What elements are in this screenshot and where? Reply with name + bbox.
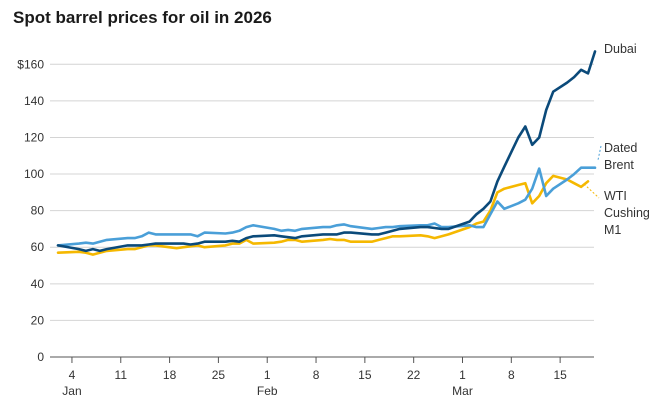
- label-connector: [583, 183, 600, 199]
- x-tick-label: 1: [459, 368, 466, 382]
- series-label: Dated: [604, 141, 637, 155]
- series-line: [56, 166, 597, 247]
- series-label: WTI: [604, 189, 627, 203]
- x-month-label: Mar: [452, 384, 473, 398]
- y-tick-label: 60: [31, 240, 45, 254]
- x-tick-label: 18: [163, 368, 177, 382]
- gridlines: [50, 63, 594, 358]
- series-line: [56, 174, 590, 256]
- chart-title: Spot barrel prices for oil in 2026: [13, 8, 272, 27]
- x-tick-label: 25: [212, 368, 226, 382]
- x-tick-label: 15: [358, 368, 372, 382]
- series-label: Dubai: [604, 42, 637, 56]
- x-tick-label: 8: [313, 368, 320, 382]
- x-tick-label: 22: [407, 368, 421, 382]
- y-tick-label: 20: [31, 313, 45, 327]
- x-month-label: Feb: [257, 384, 278, 398]
- series-label: M1: [604, 223, 621, 237]
- y-tick-label: 80: [31, 204, 45, 218]
- y-tick-label: 140: [24, 94, 44, 108]
- x-tick-label: 11: [115, 368, 128, 382]
- series-label: Cushing: [604, 206, 650, 220]
- y-axis-ticks: 0 20 40 60 80 100 120 140 $160: [17, 57, 44, 364]
- series-label: Brent: [604, 158, 634, 172]
- x-tick-label: 4: [69, 368, 76, 382]
- y-tick-label: 100: [24, 167, 44, 181]
- y-tick-label: $160: [17, 57, 44, 71]
- y-tick-label: 120: [24, 130, 44, 144]
- x-tick-label: 15: [553, 368, 567, 382]
- y-tick-label: 40: [31, 277, 45, 291]
- x-tick-label: 1: [264, 368, 271, 382]
- y-tick-label: 0: [37, 350, 44, 364]
- x-axis: 4 Jan 11 18 25 1 Feb 8 15 22 1 Mar 8 15: [62, 357, 567, 398]
- series-lines: [56, 50, 597, 256]
- series-labels: Dubai Dated Brent WTI Cushing M1: [583, 42, 650, 237]
- label-connector: [597, 145, 602, 161]
- series-line: [56, 50, 597, 253]
- x-tick-label: 8: [508, 368, 515, 382]
- x-month-label: Jan: [62, 384, 81, 398]
